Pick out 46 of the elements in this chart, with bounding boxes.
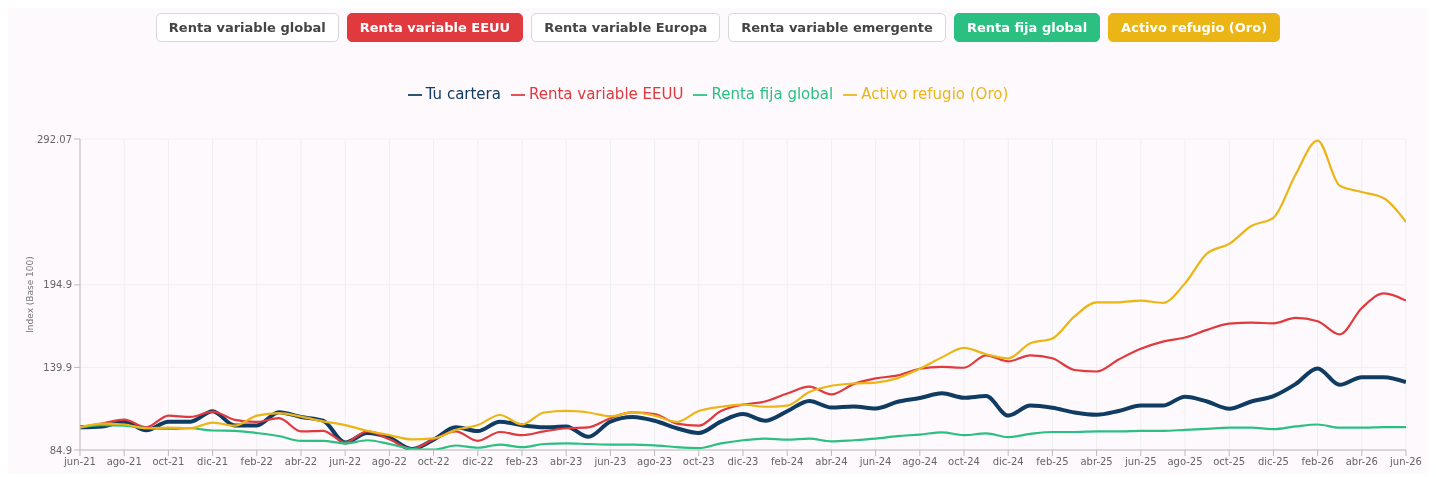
x-tick-label: abr-25 [1080, 456, 1113, 468]
x-tick-label: feb-22 [240, 456, 273, 468]
y-tick-label: 84.9 [49, 444, 72, 456]
x-tick-label: jun-25 [1123, 456, 1157, 468]
text: Renta variable Europa [531, 13, 721, 42]
text: Renta variable emergente [728, 13, 946, 42]
x-tick-label: jun-22 [328, 456, 362, 468]
x-tick-label: ago-21 [106, 456, 142, 468]
x-tick-label: oct-24 [948, 456, 980, 468]
x-tick-label: jun-21 [63, 456, 96, 468]
text: Renta fija global [953, 13, 1101, 42]
text: Renta variable global [155, 13, 339, 42]
text: Activo refugio (Oro) [1108, 13, 1281, 42]
x-tick-label: feb-24 [771, 456, 804, 468]
x-tick-label: feb-23 [505, 456, 539, 468]
legend-label: Renta fija global [711, 85, 834, 103]
x-tick-label: jun-23 [593, 456, 627, 468]
x-tick-label: ago-23 [637, 456, 673, 468]
y-tick-label: 292.07 [37, 133, 72, 145]
legend-label: Activo refugio (Oro) [861, 85, 1009, 103]
x-tick-label: abr-22 [284, 456, 318, 468]
y-tick-label: 139.9 [43, 361, 72, 373]
x-tick-label: ago-25 [1167, 456, 1203, 468]
x-tick-label: dic-24 [992, 456, 1024, 468]
x-tick-label: jun-26 [1389, 456, 1422, 468]
x-tick-label: ago-24 [902, 456, 938, 468]
x-tick-label: abr-23 [550, 456, 583, 468]
text: Renta variable EEUU [346, 13, 524, 42]
x-tick-label: feb-25 [1036, 456, 1069, 468]
legend-label: Tu cartera [425, 85, 501, 103]
x-tick-label: oct-22 [417, 456, 450, 468]
x-tick-label: dic-25 [1257, 456, 1289, 468]
y-tick-label: 194.9 [43, 279, 72, 291]
y-axis-title: Index (Base 100) [25, 256, 36, 333]
x-tick-label: feb-26 [1301, 456, 1334, 468]
x-tick-label: dic-22 [462, 456, 494, 468]
legend-label: Renta variable EEUU [528, 85, 684, 103]
x-tick-label: dic-23 [727, 456, 759, 468]
x-tick-label: abr-26 [1345, 456, 1378, 468]
x-tick-label: ago-22 [371, 456, 407, 468]
x-tick-label: oct-25 [1213, 456, 1246, 468]
x-tick-label: dic-21 [197, 456, 229, 468]
x-tick-label: jun-24 [858, 456, 892, 468]
x-tick-label: abr-24 [815, 456, 848, 468]
x-tick-label: oct-21 [152, 456, 185, 468]
x-tick-label: oct-23 [682, 456, 715, 468]
